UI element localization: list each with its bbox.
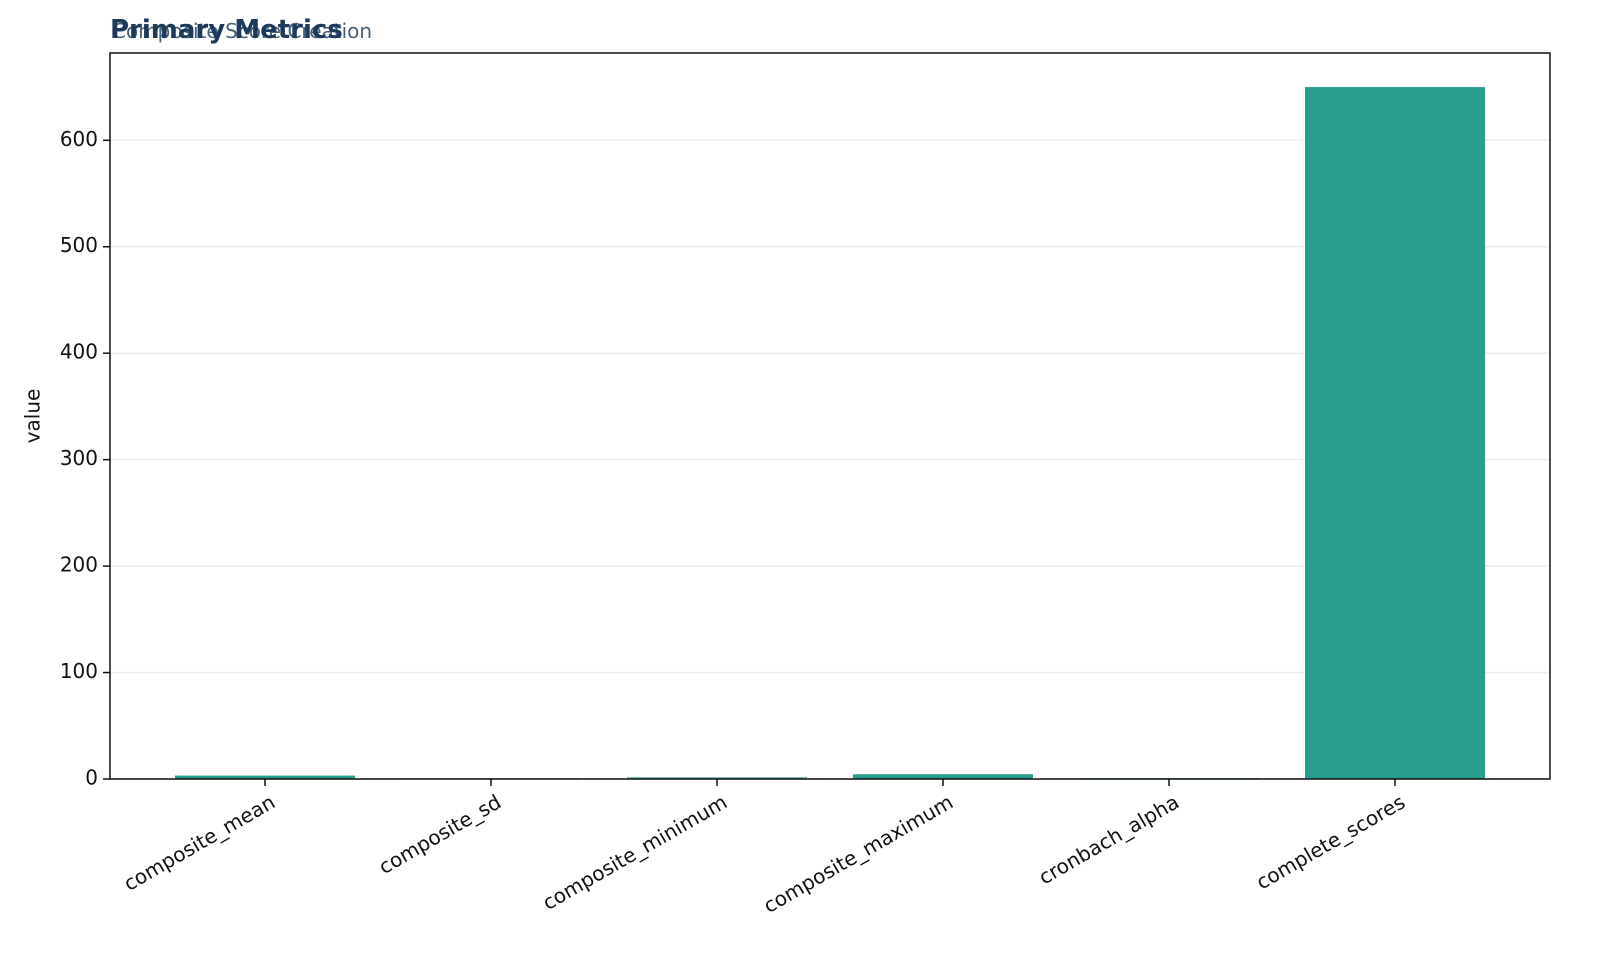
y-tick-label: 600 (60, 127, 98, 151)
y-tick-label: 400 (60, 340, 98, 364)
bar (1305, 87, 1485, 779)
y-tick-label: 100 (60, 659, 98, 683)
x-tick-label: composite_minimum (538, 790, 731, 915)
x-tick-label: composite_maximum (759, 790, 957, 918)
y-tick-label: 0 (85, 766, 98, 790)
chart-title: Primary Metrics (110, 15, 343, 45)
x-tick-label: complete_scores (1252, 790, 1409, 895)
x-tick-label: cronbach_alpha (1034, 790, 1183, 890)
bar (853, 774, 1033, 779)
chart-subtitle: Composite Score Creation (112, 19, 372, 43)
bar (627, 777, 807, 779)
bar (175, 775, 355, 779)
y-axis-label: value (21, 389, 45, 444)
y-tick-label: 300 (60, 446, 98, 470)
y-tick-label: 200 (60, 553, 98, 577)
plot-frame (109, 52, 1551, 780)
y-tick-label: 500 (60, 233, 98, 257)
x-tick-label: composite_mean (119, 790, 279, 896)
x-tick-label: composite_sd (375, 790, 506, 879)
